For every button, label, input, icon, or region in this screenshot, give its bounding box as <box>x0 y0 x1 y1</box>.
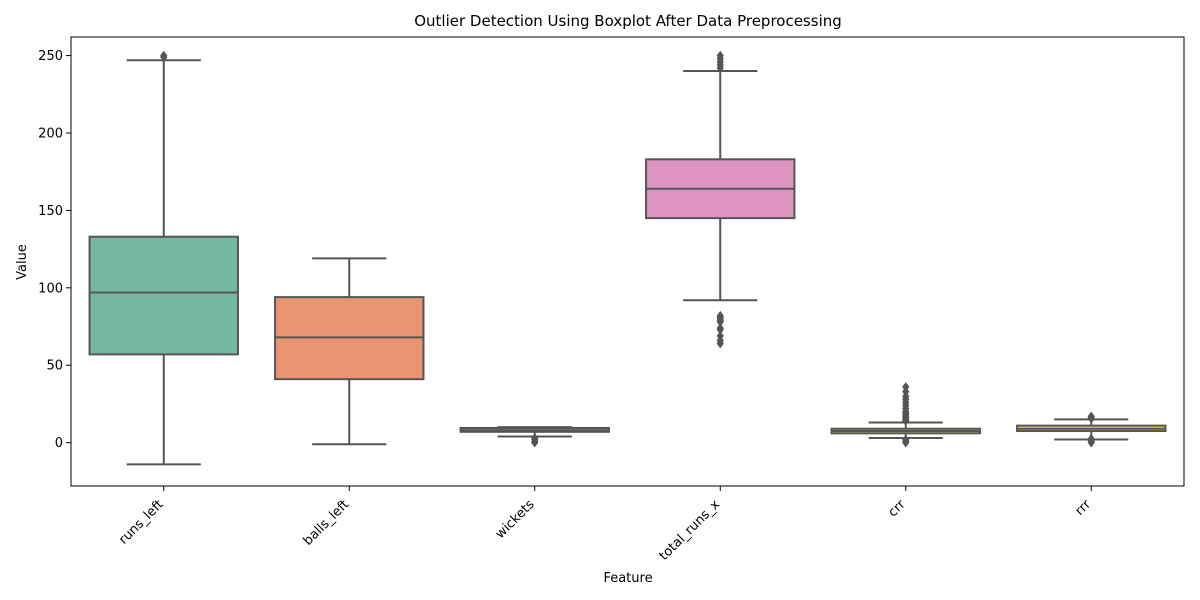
y-tick-label: 100 <box>38 281 63 296</box>
outlier-point <box>902 382 910 392</box>
chart-title: Outlier Detection Using Boxplot After Da… <box>414 12 842 30</box>
outlier-point <box>531 433 539 443</box>
outlier-point <box>716 330 724 341</box>
box-runs_left <box>88 50 239 466</box>
y-tick-label: 200 <box>38 126 63 141</box>
iqr-box <box>88 235 239 356</box>
box-balls_left <box>274 257 425 446</box>
box-crr <box>830 382 981 448</box>
y-axis-label: Value <box>15 244 30 280</box>
box-rrr <box>1016 411 1167 448</box>
x-tick-label: rrr <box>1072 497 1094 519</box>
x-axis-label: Feature <box>603 571 652 586</box>
y-tick-label: 250 <box>38 49 63 64</box>
x-tick-label: runs_left <box>116 497 166 547</box>
y-tick-label: 0 <box>55 436 63 451</box>
outlier-point <box>716 310 724 321</box>
x-tick-label: balls_left <box>301 497 352 548</box>
outlier-point <box>902 434 910 445</box>
outlier-point <box>716 323 724 333</box>
outlier-point <box>716 50 724 61</box>
outlier-point <box>1087 433 1095 444</box>
y-tick-label: 50 <box>46 359 63 374</box>
outlier-point <box>160 50 168 61</box>
x-tick-label: crr <box>886 497 910 521</box>
plot-frame <box>70 36 1185 487</box>
box-wickets <box>459 426 610 448</box>
x-tick-label: total_runs_x <box>657 497 724 564</box>
box-total_runs_x <box>645 50 796 349</box>
x-tick-label: wickets <box>493 497 538 542</box>
outlier-point <box>1087 411 1095 422</box>
y-tick-label: 150 <box>38 204 63 219</box>
plot-area: 0 50 100 150 200 250 runs_left balls_left wicket… <box>38 36 1185 564</box>
